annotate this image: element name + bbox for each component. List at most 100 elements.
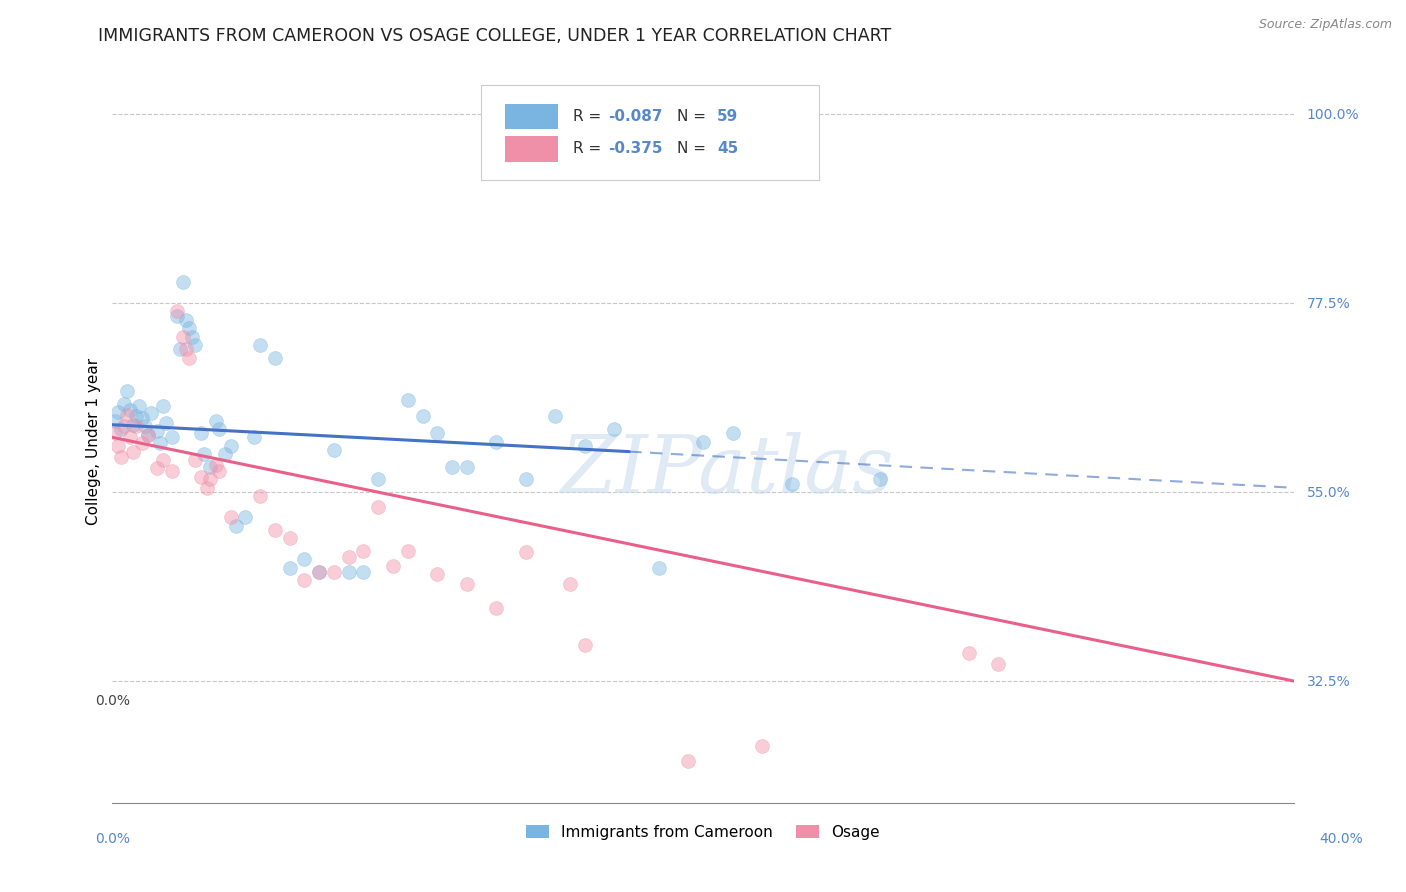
Point [692,434,714,449]
Y-axis label: College, Under 1 year: College, Under 1 year [86,358,101,525]
Point [780,476,803,491]
Point [195,481,218,495]
Point [134,419,156,434]
Point [136,427,159,442]
FancyBboxPatch shape [481,86,818,180]
Point [544,409,567,424]
Point [107,439,129,453]
FancyBboxPatch shape [505,103,558,129]
Point [721,426,744,441]
FancyBboxPatch shape [505,136,558,161]
Point [125,419,148,434]
Point [146,425,169,439]
Point [166,309,188,323]
Point [122,417,145,432]
Point [243,430,266,444]
Point [172,329,194,343]
Point [172,275,194,289]
Point [249,338,271,352]
Point [278,531,301,545]
Point [426,567,449,582]
Point [205,413,228,427]
Text: 59: 59 [717,109,738,124]
Point [574,439,596,453]
Point [987,657,1010,672]
Point [367,472,389,486]
Legend: Immigrants from Cameroon, Osage: Immigrants from Cameroon, Osage [520,819,886,846]
Point [112,397,135,411]
Point [323,565,346,579]
Text: 45: 45 [717,142,738,156]
Text: 0.0%: 0.0% [96,831,129,846]
Point [198,472,221,486]
Point [352,543,374,558]
Text: -0.087: -0.087 [609,109,664,124]
Point [441,459,464,474]
Point [678,754,700,768]
Point [225,518,247,533]
Point [647,560,671,574]
Point [396,392,419,407]
Point [198,459,221,474]
Point [485,434,508,449]
Point [308,565,330,579]
Point [155,416,177,430]
Point [139,406,162,420]
Point [574,638,596,652]
Text: R =: R = [574,142,606,156]
Point [181,329,204,343]
Point [411,409,433,424]
Point [208,422,231,436]
Point [233,510,256,524]
Text: ZIPatlas: ZIPatlas [560,432,893,509]
Text: N =: N = [678,109,711,124]
Point [308,565,330,579]
Text: IMMIGRANTS FROM CAMEROON VS OSAGE COLLEGE, UNDER 1 YEAR CORRELATION CHART: IMMIGRANTS FROM CAMEROON VS OSAGE COLLEG… [98,27,891,45]
Point [323,442,346,457]
Point [396,543,419,558]
Point [426,426,449,441]
Point [190,470,212,484]
Point [152,399,174,413]
Point [264,523,287,537]
Point [382,558,405,573]
Point [117,408,138,422]
Point [125,409,148,424]
Point [174,312,197,326]
Point [107,405,129,419]
Point [337,565,360,579]
Point [184,453,207,467]
Text: 0.0%: 0.0% [96,694,129,708]
Point [249,489,271,503]
Point [128,399,150,413]
Point [120,402,142,417]
Point [136,427,159,442]
Point [367,500,389,514]
Point [117,384,138,398]
Point [104,426,127,441]
Point [152,453,174,467]
Point [292,552,315,566]
Point [558,577,582,591]
Point [337,550,360,565]
Point [131,411,153,425]
Point [278,560,301,574]
Point [146,461,169,475]
Point [515,472,537,486]
Point [149,436,172,450]
Point [174,342,197,356]
Point [751,739,773,753]
Text: 40.0%: 40.0% [1319,831,1362,846]
Point [869,472,891,486]
Point [190,426,212,441]
Point [122,444,145,458]
Text: N =: N = [678,142,711,156]
Point [131,436,153,450]
Point [292,573,315,587]
Point [208,464,231,478]
Point [456,577,478,591]
Point [160,430,183,444]
Point [193,447,215,461]
Point [352,565,374,579]
Point [110,450,132,464]
